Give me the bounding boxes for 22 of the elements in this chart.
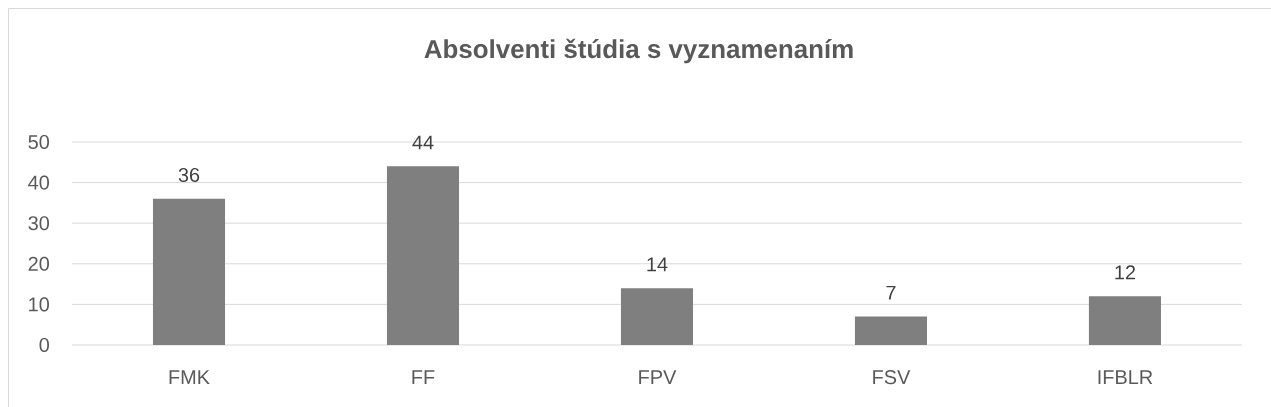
y-tick-label: 50 bbox=[28, 134, 50, 150]
x-tick-label: IFBLR bbox=[1098, 370, 1153, 384]
bar bbox=[854, 316, 927, 345]
data-label: 44 bbox=[412, 135, 434, 150]
bar bbox=[1088, 296, 1161, 345]
x-tick-label: FMK bbox=[169, 370, 210, 384]
y-tick-label: 0 bbox=[39, 337, 50, 353]
data-label: 14 bbox=[647, 257, 668, 272]
bar bbox=[386, 166, 460, 345]
y-tick-label: 40 bbox=[28, 175, 50, 190]
y-tick-label: 30 bbox=[28, 216, 50, 231]
bar bbox=[620, 288, 694, 345]
bar bbox=[152, 198, 226, 345]
data-label: 36 bbox=[178, 167, 200, 183]
data-label: 12 bbox=[1115, 265, 1136, 280]
x-tick-label: FSV bbox=[873, 370, 911, 385]
y-tick-label: 10 bbox=[29, 297, 50, 312]
chart-title: Absolventi štúdia s vyznamenaním bbox=[424, 38, 853, 64]
y-tick-label: 20 bbox=[28, 256, 50, 271]
x-tick-label: FPV bbox=[639, 370, 677, 384]
x-tick-label: FF bbox=[412, 370, 435, 384]
data-label: 7 bbox=[886, 285, 896, 300]
